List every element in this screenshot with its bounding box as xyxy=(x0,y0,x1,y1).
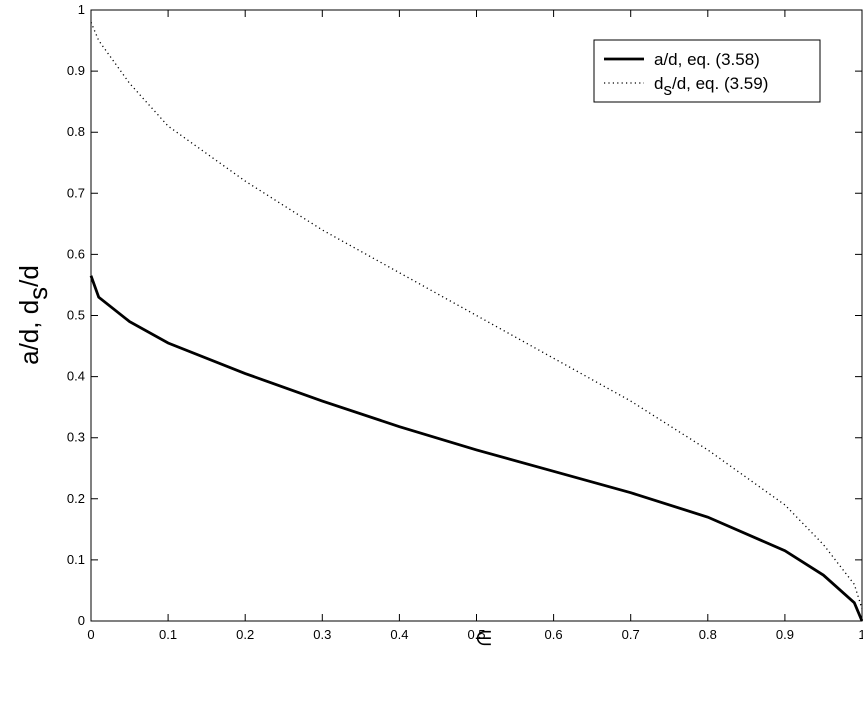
legend-label: ds/d, eq. (3.59) xyxy=(654,74,768,99)
y-tick-label: 0.1 xyxy=(67,552,85,567)
data-line xyxy=(89,275,863,622)
y-tick-label: 0.2 xyxy=(67,491,85,506)
y-tick-label: 0.7 xyxy=(67,185,85,200)
y-tick-label: 0.5 xyxy=(67,308,85,323)
x-tick-label: 0.7 xyxy=(622,627,640,642)
x-tick-label: 0.8 xyxy=(699,627,717,642)
y-tick-label: 0.6 xyxy=(67,246,85,261)
x-tick-label: 0.3 xyxy=(313,627,331,642)
y-tick-label: 0 xyxy=(78,613,85,628)
data-line xyxy=(90,21,863,609)
x-tick-label: 0.5 xyxy=(467,627,485,642)
x-tick-label: 1 xyxy=(858,627,863,642)
y-tick-label: 0.3 xyxy=(67,430,85,445)
y-tick-label: 1 xyxy=(78,2,85,17)
x-tick-label: 0.4 xyxy=(390,627,408,642)
x-tick-label: 0.1 xyxy=(159,627,177,642)
y-axis-label: a/d, ds/d xyxy=(14,265,53,365)
legend-box xyxy=(593,39,821,103)
y-tick-label: 0.4 xyxy=(67,369,85,384)
x-axis-label: ∈ xyxy=(475,628,492,650)
y-tick-label: 0.9 xyxy=(67,63,85,78)
x-tick-label: 0.9 xyxy=(776,627,794,642)
x-tick-label: 0.2 xyxy=(236,627,254,642)
x-tick-label: 0.6 xyxy=(545,627,563,642)
x-tick-label: 0 xyxy=(87,627,94,642)
legend-label: a/d, eq. (3.58) xyxy=(654,50,760,69)
y-tick-label: 0.8 xyxy=(67,124,85,139)
